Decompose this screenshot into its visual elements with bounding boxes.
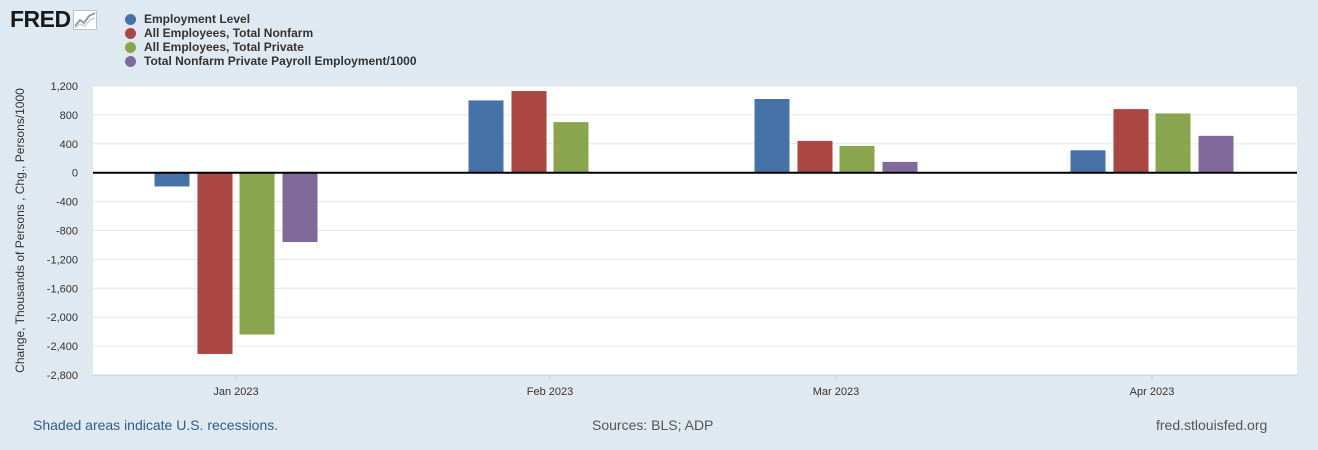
y-tick-label: -2,400 — [47, 341, 78, 353]
fred-logo[interactable]: FRED — [10, 8, 97, 31]
site-link[interactable]: fred.stlouisfed.org — [1156, 417, 1268, 433]
recession-note[interactable]: Shaded areas indicate U.S. recessions. — [33, 417, 279, 433]
bar[interactable] — [882, 161, 918, 173]
legend-item[interactable]: Employment Level — [125, 12, 417, 26]
line-chart-icon — [72, 9, 97, 30]
y-tick-label: -800 — [56, 226, 78, 238]
y-tick-label: 0 — [72, 168, 78, 180]
y-axis-title: Change, Thousands of Persons , Chg., Per… — [13, 88, 27, 373]
legend-marker — [125, 13, 136, 25]
bar[interactable] — [1155, 113, 1191, 173]
bar[interactable] — [1070, 150, 1106, 173]
x-tick-label: Jan 2023 — [213, 386, 258, 398]
legend-item[interactable]: All Employees, Total Private — [125, 40, 417, 54]
bar[interactable] — [511, 91, 547, 173]
bar[interactable] — [839, 145, 875, 173]
y-tick-label: 800 — [60, 110, 78, 122]
legend-item[interactable]: All Employees, Total Nonfarm — [125, 26, 417, 40]
bar[interactable] — [797, 140, 833, 173]
bar[interactable] — [282, 172, 318, 243]
legend-marker — [125, 41, 136, 53]
y-tick-label: -400 — [56, 197, 78, 209]
y-tick-label: -1,600 — [47, 283, 78, 295]
x-tick-label: Apr 2023 — [1130, 386, 1175, 398]
bar[interactable] — [154, 172, 190, 187]
bar[interactable] — [1198, 135, 1234, 173]
chart-legend: Employment Level All Employees, Total No… — [125, 12, 417, 68]
bar-chart: 1,200 800 400 0 -400 -800 -1,200 -1,600 -2,000 -2… — [13, 81, 1297, 398]
bar[interactable] — [1113, 109, 1149, 173]
bar[interactable] — [239, 172, 275, 335]
bar[interactable] — [754, 99, 790, 173]
legend-marker — [125, 27, 136, 39]
x-tick-label: Feb 2023 — [527, 386, 573, 398]
legend-label: Total Nonfarm Private Payroll Employment… — [144, 54, 417, 68]
y-tick-label: 400 — [60, 139, 78, 151]
legend-item[interactable]: Total Nonfarm Private Payroll Employment… — [125, 54, 417, 68]
sources-text: Sources: BLS; ADP — [592, 417, 714, 433]
bar[interactable] — [197, 172, 233, 355]
logo-text: FRED — [10, 6, 71, 32]
bar[interactable] — [553, 122, 589, 173]
x-tick-label: Mar 2023 — [813, 386, 859, 398]
y-tick-label: -2,000 — [47, 312, 78, 324]
y-tick-label: 1,200 — [50, 81, 78, 93]
legend-label: All Employees, Total Nonfarm — [144, 26, 314, 40]
legend-marker — [125, 55, 136, 67]
legend-label: All Employees, Total Private — [144, 40, 304, 54]
y-tick-label: -1,200 — [47, 254, 78, 266]
y-tick-label: -2,800 — [47, 370, 78, 382]
legend-label: Employment Level — [144, 12, 251, 26]
bar[interactable] — [468, 100, 504, 173]
